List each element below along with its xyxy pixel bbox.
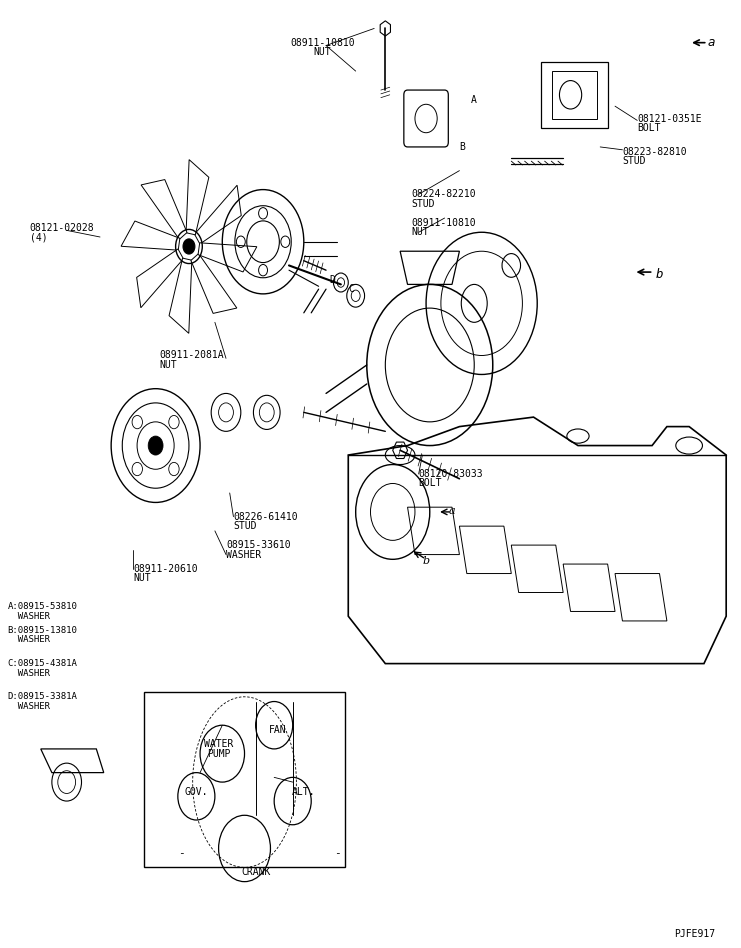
Text: NUT: NUT xyxy=(159,360,177,370)
Text: -: - xyxy=(333,848,341,858)
Text: C: C xyxy=(348,284,354,294)
Text: A:08915-53810: A:08915-53810 xyxy=(7,602,77,611)
Text: C:08915-4381A: C:08915-4381A xyxy=(7,659,77,668)
Polygon shape xyxy=(136,249,184,308)
Text: b: b xyxy=(656,268,663,282)
Text: STUD: STUD xyxy=(411,199,435,209)
Text: B: B xyxy=(459,142,465,152)
Text: NUT: NUT xyxy=(411,228,429,237)
Text: WASHER: WASHER xyxy=(7,702,50,711)
Text: 08121-02028: 08121-02028 xyxy=(30,223,94,232)
Polygon shape xyxy=(194,185,242,244)
Text: -: - xyxy=(178,848,185,858)
Text: WATER: WATER xyxy=(204,739,233,749)
Text: 08911-10810: 08911-10810 xyxy=(290,38,355,47)
Text: BOLT: BOLT xyxy=(637,123,661,133)
Text: ALT.: ALT. xyxy=(292,787,316,796)
Text: D: D xyxy=(330,275,336,284)
Text: BOLT: BOLT xyxy=(419,479,442,488)
Text: FAN: FAN xyxy=(269,725,287,735)
Text: WASHER: WASHER xyxy=(226,550,262,559)
Polygon shape xyxy=(198,243,257,272)
Text: 08911-10810: 08911-10810 xyxy=(411,218,476,228)
Text: B:08915-13810: B:08915-13810 xyxy=(7,626,77,635)
Polygon shape xyxy=(393,442,408,459)
Text: D:08915-3381A: D:08915-3381A xyxy=(7,692,77,702)
Polygon shape xyxy=(191,253,237,314)
Text: 08120-83033: 08120-83033 xyxy=(419,469,483,479)
Text: (4): (4) xyxy=(30,232,47,242)
Text: WASHER: WASHER xyxy=(7,611,50,621)
Text: PUMP: PUMP xyxy=(207,749,230,758)
Text: 08223-82810: 08223-82810 xyxy=(622,147,687,156)
Text: 08226-61410: 08226-61410 xyxy=(233,512,298,521)
Polygon shape xyxy=(380,21,391,36)
Text: GOV.: GOV. xyxy=(185,787,208,796)
Text: NUT: NUT xyxy=(313,47,331,57)
Polygon shape xyxy=(121,221,180,250)
Polygon shape xyxy=(141,179,187,240)
Text: STUD: STUD xyxy=(622,156,646,166)
Text: a: a xyxy=(448,506,455,516)
Circle shape xyxy=(148,436,163,455)
Text: A: A xyxy=(471,95,476,104)
Text: WASHER: WASHER xyxy=(7,635,50,645)
Text: CRANK: CRANK xyxy=(241,867,270,877)
Text: b: b xyxy=(422,556,430,566)
Text: PJFE917: PJFE917 xyxy=(674,929,715,939)
Text: 08911-2081A: 08911-2081A xyxy=(159,351,224,360)
Text: 08911-20610: 08911-20610 xyxy=(133,564,198,574)
Bar xyxy=(144,692,345,867)
Text: NUT: NUT xyxy=(133,574,151,583)
Text: 08121-0351E: 08121-0351E xyxy=(637,114,702,123)
Polygon shape xyxy=(169,258,192,334)
Text: a: a xyxy=(708,36,715,49)
Polygon shape xyxy=(186,159,209,235)
Text: 08224-82210: 08224-82210 xyxy=(411,190,476,199)
Text: STUD: STUD xyxy=(233,521,257,531)
Text: WASHER: WASHER xyxy=(7,668,50,678)
Text: 08915-33610: 08915-33610 xyxy=(226,540,290,550)
Circle shape xyxy=(183,239,195,254)
